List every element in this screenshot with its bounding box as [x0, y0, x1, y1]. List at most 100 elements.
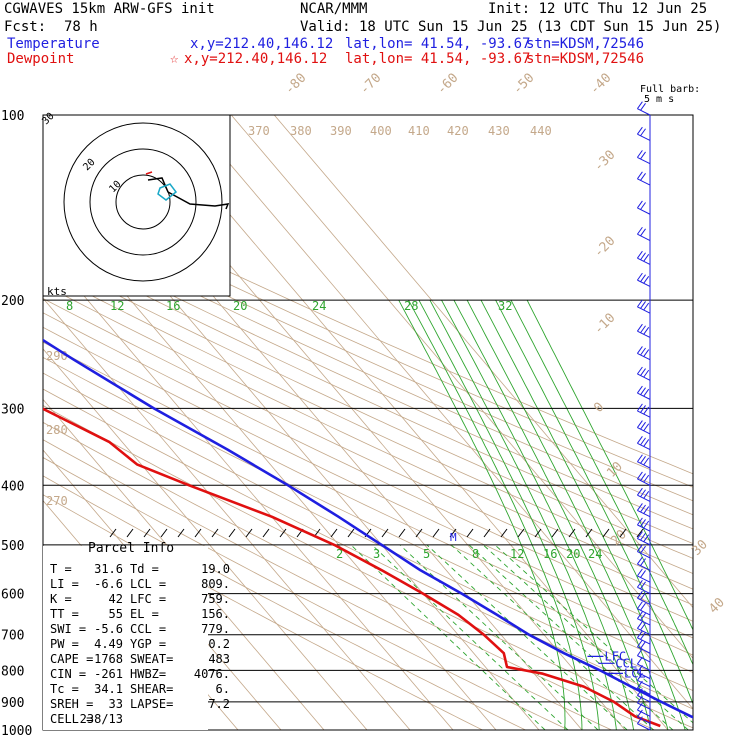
level-tick — [466, 528, 474, 538]
dry-adiabat-line — [43, 231, 693, 530]
parcel-param-label: CAPE = — [50, 652, 93, 666]
parcel-param-label: YGP = — [130, 637, 166, 651]
dry-adiabat-tick-label: 430 — [488, 124, 510, 138]
dry-adiabat-line — [43, 243, 693, 545]
wind-barb — [636, 590, 651, 605]
level-tick — [585, 528, 593, 538]
isotherm-tick-label: 40 — [706, 595, 728, 617]
wind-barb — [636, 471, 651, 486]
dry-adiabat-line — [43, 372, 693, 691]
pressure-tick-label: 600 — [1, 588, 24, 603]
isotherm-line — [187, 115, 693, 710]
moist-adiabat-tick-label: 16 — [166, 299, 180, 313]
wind-barb — [636, 639, 651, 654]
wind-barb — [636, 601, 651, 616]
pressure-tick-label: 700 — [1, 629, 24, 644]
pressure-tick-label: 800 — [1, 664, 24, 679]
temperature-profile-line — [43, 338, 693, 719]
dry-adiabat-line — [43, 194, 693, 488]
parcel-param-label: TT = — [50, 607, 79, 621]
isotherm-tick-label: 30 — [689, 537, 711, 559]
hodograph-storm-motion — [145, 171, 153, 175]
barb-key-units: 5 m s — [644, 94, 675, 105]
parcel-param-label: PW = — [50, 637, 79, 651]
wind-barb — [636, 171, 651, 186]
wind-barb — [636, 126, 651, 141]
dry-adiabat-tick-label: 440 — [530, 124, 552, 138]
level-tick — [330, 528, 338, 538]
level-tick — [160, 528, 168, 538]
wind-barb — [636, 709, 651, 724]
level-tick — [381, 528, 389, 538]
mixing-ratio-tick-label: 24 — [588, 547, 602, 561]
mixing-ratio-tick-label: 3 — [373, 547, 380, 561]
level-marker-label: CCL — [615, 656, 637, 670]
moist-adiabat-tick-label: 20 — [233, 299, 247, 313]
pressure-tick-label: 500 — [1, 539, 24, 554]
isotherm-line — [43, 196, 497, 730]
moist-adiabat-line — [418, 299, 600, 730]
isotherm-line — [273, 115, 693, 609]
isotherm-tick-label: -60 — [434, 71, 461, 98]
wind-barb — [636, 436, 651, 451]
wind-barb — [636, 630, 651, 645]
level-tick — [245, 528, 253, 538]
parcel-param-label: CIN = — [50, 667, 86, 681]
isotherm-tick-label: -50 — [510, 71, 537, 98]
parcel-param-label: LAPSE= — [130, 697, 173, 711]
dry-adiabat-line — [43, 206, 693, 502]
parcel-param-value: 4.49 — [94, 637, 123, 651]
parcel-param-label: CELL = — [50, 712, 93, 726]
parcel-param-value: 55 — [109, 607, 123, 621]
fcst-value: 78 h — [64, 19, 98, 35]
wind-barb — [636, 665, 651, 680]
barb-key-label: Full barb: — [640, 84, 701, 95]
parcel-param-value: 238/13 — [80, 712, 123, 726]
parcel-param-value: -261 — [94, 667, 123, 681]
dry-adiabat-line — [43, 218, 693, 516]
wind-barb — [636, 673, 651, 688]
parcel-param-value: -5.6 — [94, 622, 123, 636]
hodograph-ring — [63, 122, 223, 282]
level-tick — [143, 528, 151, 538]
dry-adiabat-line — [43, 356, 693, 673]
wind-barb — [636, 680, 651, 695]
level-tick — [500, 528, 508, 538]
mixing-ratio-tick-label: 8 — [472, 547, 479, 561]
dry-adiabat-tick-label: 400 — [370, 124, 392, 138]
moist-adiabat-line — [398, 299, 566, 730]
parcel-param-value: 34.1 — [94, 682, 123, 696]
pressure-tick-label: 400 — [1, 479, 24, 494]
level-tick — [568, 528, 576, 538]
isotherm-tick-label: 10 — [604, 459, 626, 481]
wind-barb — [636, 250, 651, 265]
parcel-param-label: CCL = — [130, 622, 166, 636]
hodograph-units-label: kts — [47, 285, 67, 298]
level-tick — [483, 528, 491, 538]
level-tick — [398, 528, 406, 538]
wind-barb — [636, 150, 651, 165]
parcel-param-value: 31.6 — [94, 562, 123, 576]
wind-barb — [636, 611, 651, 626]
isotherm-line — [43, 297, 411, 730]
parcel-param-label: K = — [50, 592, 72, 606]
dry-adiabat-tick-label: 390 — [330, 124, 352, 138]
moist-adiabat-tick-label: 12 — [110, 299, 124, 313]
dry-adiabat-line — [43, 388, 693, 710]
parcel-param-value: 1768 — [94, 652, 123, 666]
temperature-station: stn=KDSM,72546 — [526, 36, 645, 52]
dry-adiabat-line — [43, 284, 693, 590]
wind-barb — [636, 544, 651, 559]
parcel-param-label: HWBZ= — [130, 667, 166, 681]
freezing-level-marker: M — [450, 531, 457, 544]
level-tick — [619, 528, 627, 538]
parcel-param-value: 19.0 — [201, 562, 230, 576]
parcel-param-label: LFC = — [130, 592, 166, 606]
mixing-ratio-line — [371, 544, 569, 730]
moist-adiabat-line — [480, 299, 686, 730]
fcst-label: Fcst: — [4, 19, 47, 35]
mixing-ratio-tick-label: 20 — [566, 547, 580, 561]
parcel-param-label: LI = — [50, 577, 79, 591]
pressure-tick-label: 300 — [1, 402, 24, 417]
